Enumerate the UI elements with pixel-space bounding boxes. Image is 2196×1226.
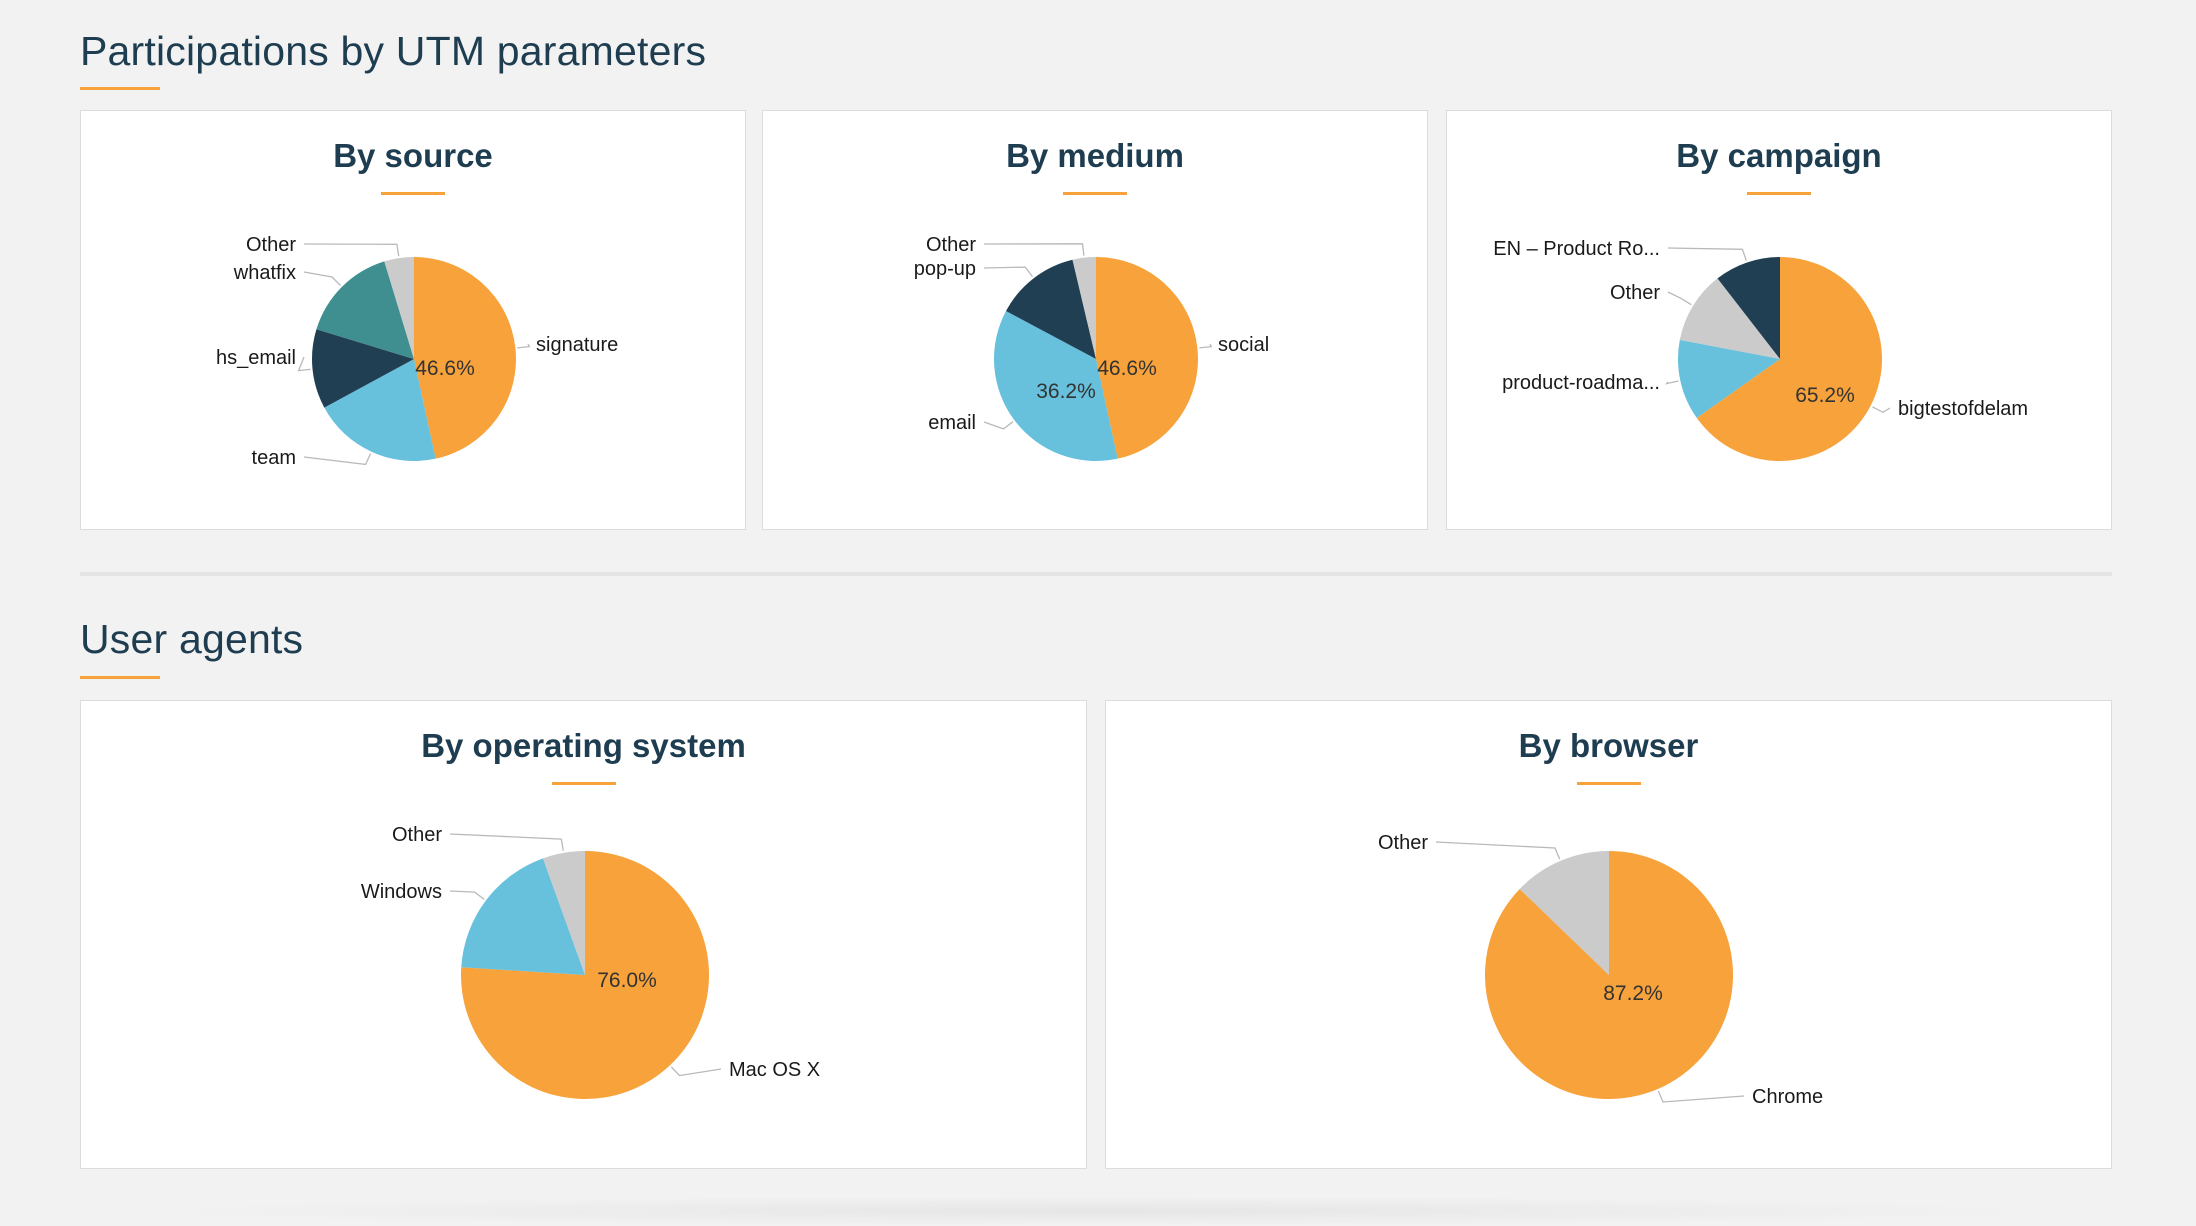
slice-label-en-product-ro: EN – Product Ro... [1493, 238, 1660, 260]
panel-title-os: By operating system [421, 727, 746, 764]
page-bottom-shadow [120, 1196, 2076, 1226]
pie-chart-os: Mac OS X 76.0% Windows Other [361, 824, 820, 1099]
slice-label-chrome: Chrome [1752, 1086, 1823, 1108]
ua-section-title: User agents [80, 616, 304, 662]
slice-label-other: Other [1610, 282, 1660, 304]
pie-slice-other[interactable] [1072, 257, 1097, 359]
pie-slice-other[interactable] [1519, 851, 1609, 975]
pie-slice-team[interactable] [324, 359, 436, 461]
slice-label-windows: Windows [361, 881, 442, 903]
pie-slice-other[interactable] [543, 851, 585, 975]
label-connector [1664, 380, 1679, 385]
label-connector [670, 1066, 722, 1077]
panel-title-underline [1576, 782, 1641, 785]
chart-panel-source: By source signature 46.6% team hs_email what… [80, 110, 746, 530]
label-connector [983, 266, 1034, 277]
slice-label-other: Other [926, 234, 976, 256]
slice-label-other: Other [392, 824, 442, 846]
pie-slice-en-product-ro[interactable] [1717, 257, 1780, 359]
pie-slice-other[interactable] [384, 257, 414, 359]
label-connector [449, 890, 485, 900]
slice-label-pop-up: pop-up [914, 258, 976, 280]
label-connector [303, 243, 400, 257]
slice-label-other: Other [1378, 832, 1428, 854]
label-connector [303, 271, 341, 286]
slice-label-signature: signature [536, 334, 618, 356]
section-divider [80, 572, 2112, 576]
panel-title-underline [1063, 192, 1127, 195]
slice-percent-signature: 46.6% [415, 357, 475, 380]
slice-percent-bigtestofdelam: 65.2% [1795, 384, 1855, 407]
slice-percent-social: 46.6% [1097, 357, 1157, 380]
pie-slice-hs-email[interactable] [312, 329, 414, 408]
label-connector [1667, 247, 1747, 261]
pie-slice-other[interactable] [1679, 278, 1780, 359]
label-connector [983, 421, 1014, 430]
pie-chart-source: signature 46.6% team hs_email whatfix Other [216, 234, 618, 469]
panel-title-medium: By medium [1006, 137, 1184, 174]
pie-slice-email[interactable] [994, 310, 1118, 461]
label-connector [1872, 406, 1891, 414]
slice-label-bigtestofdelam: bigtestofdelam [1898, 398, 2028, 420]
label-connector [1435, 841, 1561, 860]
panel-title-source: By source [333, 137, 493, 174]
pie-slice-mac-os-x[interactable] [460, 851, 709, 1099]
pie-slice-windows[interactable] [461, 858, 585, 975]
pie-slice-social[interactable] [1096, 257, 1198, 459]
utm-section-underline [80, 87, 160, 90]
chart-panel-medium: By medium social 46.6% email 36.2% pop-up Oth… [762, 110, 1428, 530]
panel-title-underline [1747, 192, 1811, 195]
label-connector [303, 453, 372, 466]
pie-slice-pop-up[interactable] [1006, 259, 1096, 359]
pie-slice-chrome[interactable] [1485, 851, 1734, 1099]
pie-slice-whatfix[interactable] [316, 261, 414, 359]
label-connector [449, 833, 564, 852]
pie-chart-browser: Chrome 87.2% Other [1378, 832, 1823, 1108]
ua-section-underline [80, 676, 160, 679]
slice-label-other: Other [246, 234, 296, 256]
slice-percent-chrome: 87.2% [1603, 982, 1663, 1005]
slice-label-product-roadma: product-roadma... [1502, 372, 1660, 394]
label-connector [983, 243, 1085, 256]
chart-panel-browser: By browser Chrome 87.2% Other [1105, 700, 2112, 1169]
slice-percent-email: 36.2% [1036, 380, 1096, 403]
slice-label-whatfix: whatfix [233, 262, 296, 284]
label-connector [1199, 343, 1213, 349]
panel-title-underline [551, 782, 616, 785]
panel-title-underline [381, 192, 445, 195]
utm-section-title: Participations by UTM parameters [80, 28, 707, 74]
chart-panel-os: By operating system Mac OS X 76.0% Windows… [80, 700, 1087, 1169]
label-connector [1657, 1090, 1745, 1103]
slice-label-mac-os-x: Mac OS X [729, 1059, 820, 1081]
label-connector [517, 343, 531, 349]
chart-panel-campaign: By campaign bigtestofdelam 65.2% product-r… [1446, 110, 2112, 530]
pie-slice-signature[interactable] [414, 257, 516, 459]
pie-slice-bigtestofdelam[interactable] [1696, 257, 1882, 462]
slice-percent-mac-os-x: 76.0% [597, 969, 657, 992]
slice-label-hs-email: hs_email [216, 347, 296, 369]
slice-label-team: team [252, 447, 296, 469]
label-connector [297, 356, 311, 372]
slice-label-social: social [1218, 334, 1269, 356]
label-connector [1667, 291, 1692, 306]
slice-label-email: email [928, 412, 976, 434]
pie-chart-campaign: bigtestofdelam 65.2% product-roadma... Othe… [1493, 238, 2028, 462]
panel-title-browser: By browser [1518, 727, 1699, 764]
panel-title-campaign: By campaign [1676, 137, 1882, 174]
pie-slice-product-roadma[interactable] [1678, 339, 1780, 418]
